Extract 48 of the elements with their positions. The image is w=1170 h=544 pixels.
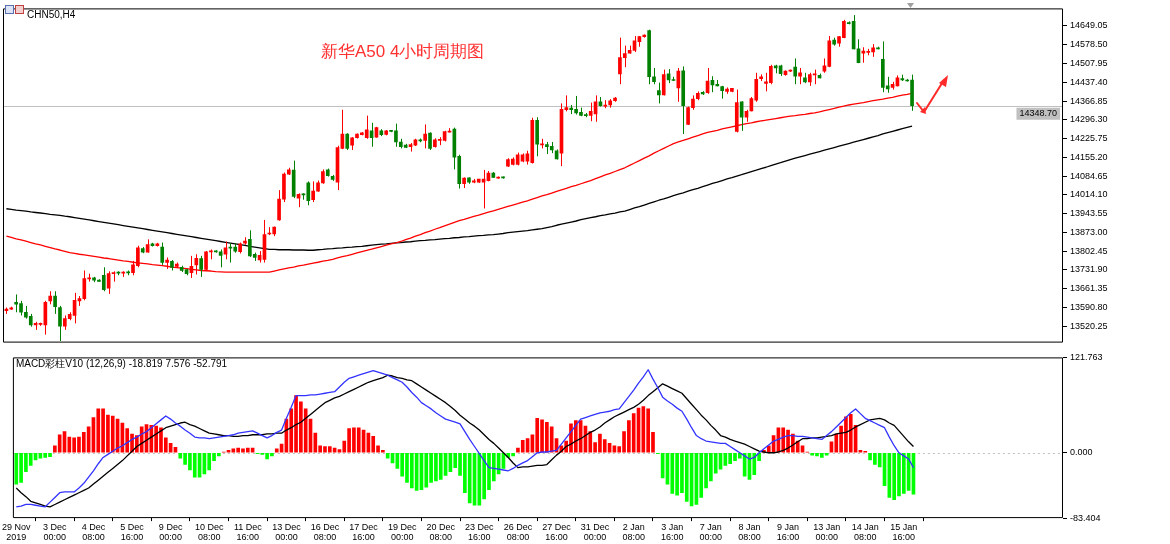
annotation: CHN50,H4 xyxy=(27,9,76,21)
x-tick-label: 13 Dec 00:00 xyxy=(272,522,302,542)
x-tick-label: 15 Jan 16:00 xyxy=(890,522,918,542)
x-tick-label: 31 Dec 00:00 xyxy=(580,522,610,542)
y-tick-label: 13873.00 xyxy=(1070,226,1108,237)
y-tick-label: 13661.35 xyxy=(1070,283,1108,294)
x-tick-label: 27 Dec 16:00 xyxy=(542,522,572,542)
x-tick-label: 14 Jan 08:00 xyxy=(851,522,879,542)
x-tick-label: 9 Dec 00:00 xyxy=(158,522,183,542)
y-tick-label: -83.404 xyxy=(1070,512,1101,523)
y-tick-label: 14296.30 xyxy=(1070,114,1108,125)
x-tick-label: 29 Nov 2019 xyxy=(2,522,32,542)
x-tick-label: 23 Dec 16:00 xyxy=(465,522,495,542)
y-tick-label: 14225.75 xyxy=(1070,133,1108,144)
y-tick-label: 13731.90 xyxy=(1070,264,1108,275)
x-tick-label: 13 Jan 00:00 xyxy=(813,522,841,542)
y-tick-label: 14507.95 xyxy=(1070,57,1108,68)
y-tick-label: 14578.50 xyxy=(1070,39,1108,50)
x-tick-label: 7 Jan 00:00 xyxy=(699,522,723,542)
y-tick-label: 13943.55 xyxy=(1070,208,1108,219)
x-tick-label: 3 Dec 00:00 xyxy=(43,522,68,542)
x-tick-label: 8 Jan 08:00 xyxy=(738,522,761,542)
y-tick-label: 121.763 xyxy=(1070,351,1103,362)
y-tick-label: 14084.65 xyxy=(1070,170,1108,181)
x-tick-label: 11 Dec 16:00 xyxy=(233,522,263,542)
y-tick-label: 13590.80 xyxy=(1070,302,1108,313)
x-tick-label: 26 Dec 08:00 xyxy=(503,522,533,542)
x-tick-label: 16 Dec 08:00 xyxy=(310,522,340,542)
y-tick-label: 14437.40 xyxy=(1070,76,1108,87)
y-tick-label: 14649.05 xyxy=(1070,20,1108,31)
x-tick-label: 9 Jan 16:00 xyxy=(776,522,800,542)
text: 新华A50 4小时周期图 xyxy=(321,42,485,62)
x-tick-label: 20 Dec 08:00 xyxy=(426,522,456,542)
y-tick-label: 0.000 xyxy=(1070,447,1093,458)
y-tick-label: 14014.10 xyxy=(1070,189,1108,200)
ref-line-label: 14348.70 xyxy=(1019,108,1058,119)
x-tick-label: 4 Dec 08:00 xyxy=(81,522,106,542)
x-tick-label: 17 Dec 16:00 xyxy=(349,522,379,542)
x-tick-label: 10 Dec 08:00 xyxy=(194,522,224,542)
y-tick-label: 14155.20 xyxy=(1070,151,1108,162)
y-tick-label: 13802.45 xyxy=(1070,245,1108,256)
x-tick-label: 2 Jan 08:00 xyxy=(622,522,645,542)
annotation: MACD彩柱V10 (12,26,9) -18.819 7.576 -52.791 xyxy=(15,358,228,370)
x-tick-label: 19 Dec 00:00 xyxy=(387,522,417,542)
x-tick-label: 5 Dec 16:00 xyxy=(120,522,145,542)
x-tick-label: 3 Jan 16:00 xyxy=(661,522,684,542)
y-tick-label: 14366.85 xyxy=(1070,95,1108,106)
y-tick-label: 13520.25 xyxy=(1070,320,1108,331)
